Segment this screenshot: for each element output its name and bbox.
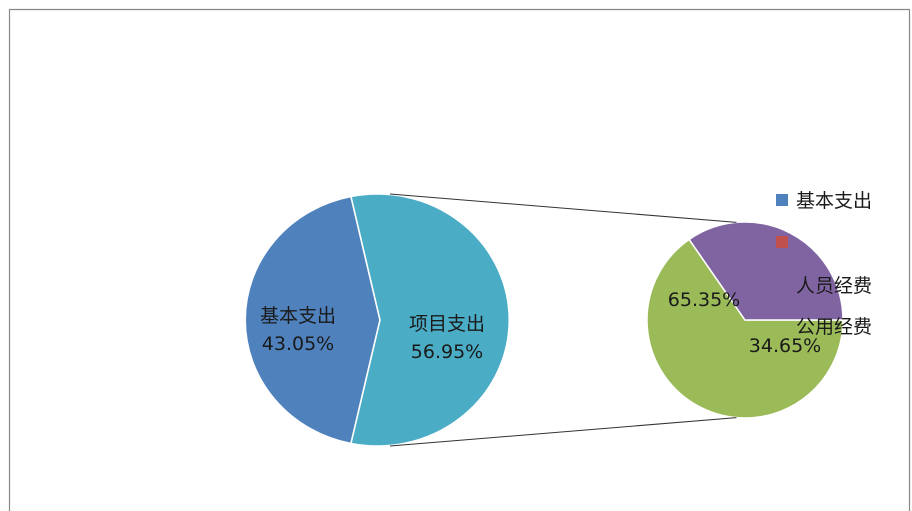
main-slice-label-name: 基本支出 (260, 305, 336, 327)
main-slice-label-value: 43.05% (262, 333, 334, 355)
legend: 基本支出 人员经费 公用经费 (776, 190, 872, 338)
legend-swatch (776, 236, 788, 248)
main-pie-slice (350, 193, 510, 447)
main-slice-label-value: 56.95% (411, 341, 483, 363)
main-slice-label-name: 项目支出 (409, 313, 485, 335)
secondary-pie-slice (688, 221, 844, 321)
main-pie-slice (244, 195, 381, 445)
secondary-slice-label-value: 65.35% (668, 289, 740, 311)
secondary-pie (646, 221, 844, 419)
secondary-slice-label-value: 34.65% (749, 335, 821, 357)
chart-border (8, 8, 911, 511)
legend-swatch (776, 194, 788, 206)
connector-lines (389, 193, 737, 447)
secondary-pie-slice (646, 238, 844, 419)
connector-line (389, 417, 737, 447)
legend-entry-label: 基本支出 (796, 190, 872, 212)
connector-line (389, 193, 737, 223)
legend-entry-label: 公用经费 (796, 316, 872, 338)
main-pie-labels: 基本支出 43.05% 项目支出 56.95% (260, 305, 485, 363)
secondary-pie-labels: 65.35% 34.65% (668, 289, 821, 357)
main-pie (244, 193, 510, 447)
legend-entry-label: 人员经费 (796, 275, 872, 297)
